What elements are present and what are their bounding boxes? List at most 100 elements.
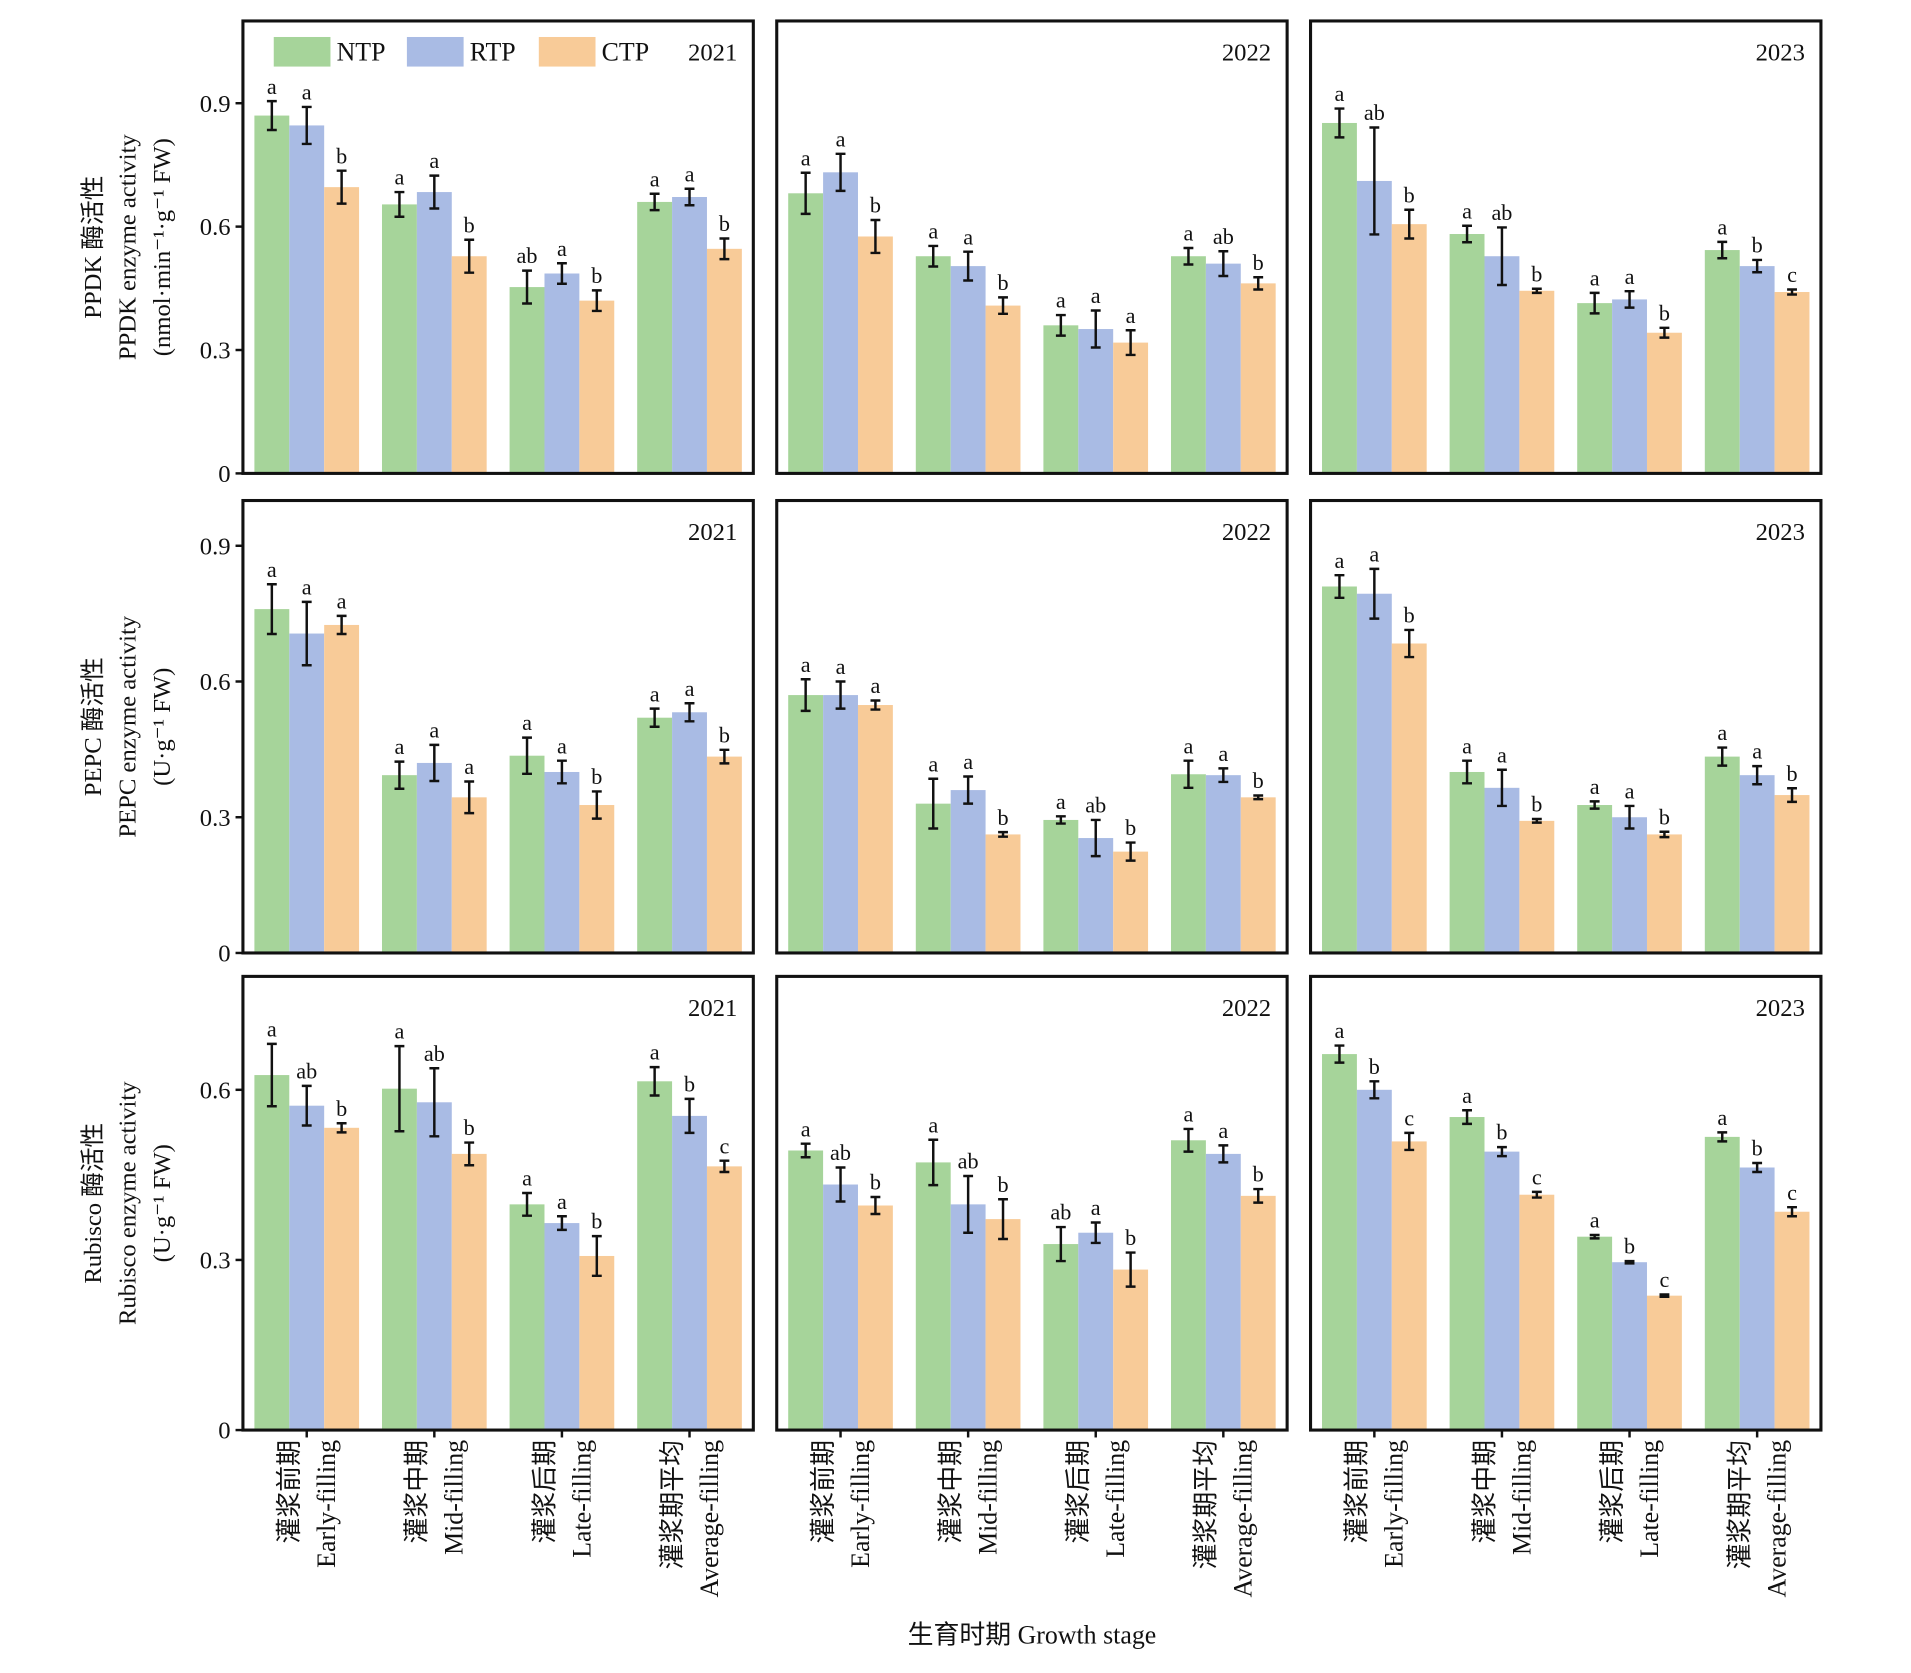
- bar: [823, 172, 858, 474]
- error-bar: [266, 1042, 277, 1108]
- error-bar: [1787, 1205, 1797, 1218]
- x-tick-label: Early-filling: [1380, 1440, 1409, 1568]
- x-tick-label: Early-filling: [846, 1440, 875, 1568]
- error-bar: [1090, 1221, 1101, 1245]
- significance-letter: a: [557, 1189, 567, 1214]
- error-bar: [1462, 224, 1472, 244]
- bar: [950, 790, 986, 953]
- panel-frame: [775, 974, 1289, 1432]
- significance-letter: b: [1786, 761, 1797, 786]
- error-bar: [835, 152, 846, 193]
- bar: [1391, 1141, 1427, 1431]
- error-bar: [649, 192, 660, 212]
- significance-letter: b: [997, 805, 1008, 830]
- significance-letter: a: [1497, 742, 1507, 767]
- bar: [1356, 1089, 1392, 1431]
- bar: [1774, 795, 1810, 953]
- bar: [1391, 224, 1427, 474]
- error-bar: [1589, 800, 1600, 810]
- panel-frame: [1309, 498, 1823, 955]
- error-bar: [1055, 815, 1066, 825]
- significance-letter: a: [801, 1116, 811, 1141]
- error-bar: [1369, 126, 1380, 236]
- significance-letter: ab: [517, 243, 538, 268]
- error-bar: [1334, 573, 1345, 600]
- error-bar: [429, 1067, 440, 1138]
- significance-letter: a: [1218, 1118, 1228, 1143]
- error-bar: [1497, 768, 1507, 808]
- error-bar: [719, 748, 730, 765]
- bar: [1449, 1117, 1485, 1431]
- bar: [1739, 1167, 1775, 1431]
- legend-label: NTP: [337, 37, 386, 66]
- significance-letter: a: [1590, 774, 1600, 799]
- bar: [1704, 1136, 1740, 1431]
- significance-letter: b: [870, 1170, 881, 1195]
- significance-letter: a: [836, 654, 846, 679]
- significance-letter: a: [1590, 1208, 1600, 1233]
- y-axis-label: PEPC 酶活性: [79, 657, 107, 796]
- bar: [1612, 817, 1647, 953]
- bar: [324, 1127, 360, 1431]
- error-bar: [1717, 746, 1728, 767]
- bar: [1519, 820, 1555, 953]
- x-tick-label: Mid-filling: [1507, 1440, 1536, 1555]
- x-tick-label: Late-filling: [1635, 1440, 1664, 1558]
- bar: [509, 1204, 545, 1431]
- error-bar: [1659, 830, 1670, 839]
- bar: [1484, 256, 1520, 474]
- significance-letter: a: [1590, 265, 1600, 290]
- x-tick-label: 灌浆后期: [530, 1440, 559, 1544]
- significance-letter: b: [1404, 603, 1415, 628]
- error-bar: [684, 187, 695, 207]
- panel-year: 2023: [1756, 995, 1805, 1022]
- error-bar: [1055, 313, 1066, 337]
- bar: [950, 266, 986, 474]
- significance-letter: b: [1531, 261, 1542, 286]
- bar: [1322, 586, 1357, 953]
- significance-letter: a: [1184, 733, 1194, 758]
- error-bar: [719, 1159, 730, 1174]
- error-bar: [835, 680, 846, 710]
- bar: [1205, 775, 1241, 953]
- significance-letter: a: [685, 676, 695, 701]
- error-bar: [1334, 107, 1345, 139]
- error-bar: [1125, 329, 1136, 357]
- x-tick-label: 灌浆中期: [1470, 1440, 1499, 1544]
- bar: [706, 1166, 742, 1431]
- significance-letter: b: [1253, 1162, 1264, 1187]
- bar: [381, 1088, 417, 1431]
- significance-letter: a: [1091, 283, 1101, 308]
- y-tick-label: 0: [218, 941, 230, 968]
- y-tick-label: 0.9: [200, 533, 231, 560]
- bar: [324, 187, 360, 474]
- error-bar: [1404, 208, 1415, 240]
- error-bar: [870, 1195, 881, 1216]
- bar: [289, 1105, 325, 1431]
- error-bar: [928, 244, 939, 268]
- bar: [254, 115, 290, 474]
- error-bar: [998, 830, 1008, 838]
- error-bar: [1334, 1044, 1345, 1064]
- significance-letter: b: [1531, 792, 1542, 817]
- error-bar: [1717, 240, 1728, 260]
- y-axis-label: (U·g⁻¹ FW): [149, 668, 176, 786]
- bar: [1240, 797, 1276, 953]
- error-bar: [1253, 794, 1264, 801]
- error-bar: [870, 699, 881, 711]
- x-tick-label: 灌浆后期: [1598, 1440, 1627, 1544]
- error-bar: [429, 743, 440, 783]
- significance-letter: a: [557, 733, 567, 758]
- significance-letter: a: [1462, 198, 1472, 223]
- significance-letter: a: [395, 165, 405, 190]
- panel-year: 2021: [688, 519, 737, 546]
- significance-letter: b: [336, 143, 347, 168]
- error-bar: [1624, 289, 1635, 309]
- error-bar: [800, 171, 811, 216]
- x-axis-label: 生育时期 Growth stage: [908, 1620, 1157, 1649]
- y-axis-label: (nmol·min⁻¹·g⁻¹ FW): [149, 138, 176, 356]
- error-bar: [1589, 291, 1600, 315]
- bar: [1205, 1153, 1241, 1431]
- significance-letter: b: [591, 263, 602, 288]
- error-bar: [429, 174, 440, 210]
